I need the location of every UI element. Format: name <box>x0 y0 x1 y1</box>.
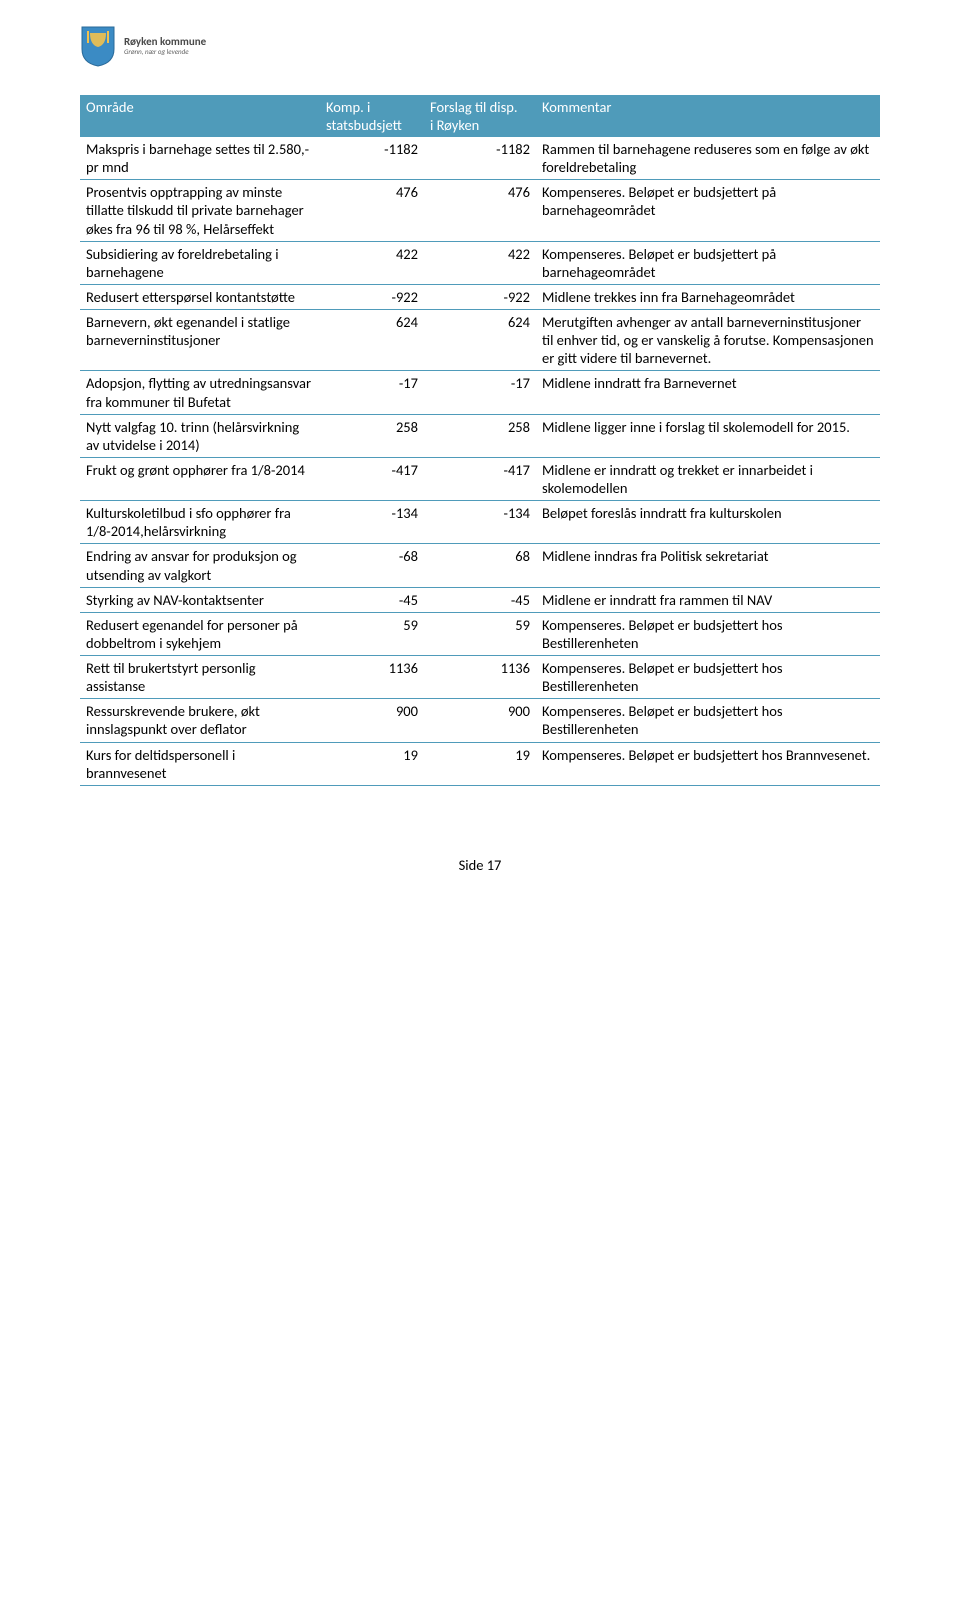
cell-forslag: 68 <box>424 544 536 587</box>
cell-area: Redusert etterspørsel kontantstøtte <box>80 284 320 309</box>
cell-forslag: -417 <box>424 457 536 500</box>
cell-area: Prosentvis opptrapping av minste tillatt… <box>80 180 320 241</box>
cell-comment: Kompenseres. Beløpet er budsjettert på b… <box>536 241 880 284</box>
table-row: Kurs for deltidspersonell i brannvesenet… <box>80 742 880 785</box>
table-row: Redusert egenandel for personer på dobbe… <box>80 612 880 655</box>
cell-comment: Rammen til barnehagene reduseres som en … <box>536 137 880 180</box>
cell-comment: Midlene trekkes inn fra Barnehageområdet <box>536 284 880 309</box>
table-row: Styrking av NAV-kontaktsenter-45-45Midle… <box>80 587 880 612</box>
page-footer: Side 17 <box>80 856 880 874</box>
cell-komp: -68 <box>320 544 424 587</box>
table-row: Makspris i barnehage settes til 2.580,- … <box>80 137 880 180</box>
col-header-komp-l1: Komp. i <box>326 98 370 116</box>
cell-area: Endring av ansvar for produksjon og utse… <box>80 544 320 587</box>
cell-comment: Beløpet foreslås inndratt fra kulturskol… <box>536 501 880 544</box>
cell-area: Kurs for deltidspersonell i brannvesenet <box>80 742 320 785</box>
table-row: Frukt og grønt opphører fra 1/8-2014-417… <box>80 457 880 500</box>
cell-forslag: 1136 <box>424 656 536 699</box>
cell-forslag: 624 <box>424 310 536 371</box>
col-header-forslag-l2: i Røyken <box>430 116 479 134</box>
cell-komp: 59 <box>320 612 424 655</box>
cell-komp: -1182 <box>320 137 424 180</box>
cell-komp: 258 <box>320 414 424 457</box>
cell-komp: 900 <box>320 699 424 742</box>
table-row: Rett til brukertstyrt personlig assistan… <box>80 656 880 699</box>
cell-komp: 624 <box>320 310 424 371</box>
cell-area: Adopsjon, flytting av utredningsansvar f… <box>80 371 320 414</box>
cell-forslag: 59 <box>424 612 536 655</box>
table-header-row: Område Komp. i statsbudsjett Forslag til… <box>80 95 880 137</box>
cell-area: Rett til brukertstyrt personlig assistan… <box>80 656 320 699</box>
cell-comment: Midlene ligger inne i forslag til skolem… <box>536 414 880 457</box>
cell-comment: Midlene er inndratt og trekket er innarb… <box>536 457 880 500</box>
table-row: Adopsjon, flytting av utredningsansvar f… <box>80 371 880 414</box>
page: Røyken kommune Grønn, nær og levende Omr… <box>0 0 960 914</box>
cell-comment: Midlene er inndratt fra rammen til NAV <box>536 587 880 612</box>
cell-komp: -922 <box>320 284 424 309</box>
cell-forslag: 476 <box>424 180 536 241</box>
cell-comment: Kompenseres. Beløpet er budsjettert på b… <box>536 180 880 241</box>
shield-icon <box>80 25 116 67</box>
cell-comment: Midlene inndratt fra Barnevernet <box>536 371 880 414</box>
cell-area: Styrking av NAV-kontaktsenter <box>80 587 320 612</box>
budget-table: Område Komp. i statsbudsjett Forslag til… <box>80 95 880 786</box>
cell-komp: -417 <box>320 457 424 500</box>
table-body: Makspris i barnehage settes til 2.580,- … <box>80 137 880 785</box>
cell-komp: -17 <box>320 371 424 414</box>
cell-comment: Kompenseres. Beløpet er budsjettert hos … <box>536 656 880 699</box>
cell-komp: 476 <box>320 180 424 241</box>
table-row: Ressurskrevende brukere, økt innslagspun… <box>80 699 880 742</box>
cell-area: Ressurskrevende brukere, økt innslagspun… <box>80 699 320 742</box>
col-header-komp-l2: statsbudsjett <box>326 116 402 134</box>
table-row: Endring av ansvar for produksjon og utse… <box>80 544 880 587</box>
cell-comment: Kompenseres. Beløpet er budsjettert hos … <box>536 699 880 742</box>
cell-komp: 1136 <box>320 656 424 699</box>
cell-area: Makspris i barnehage settes til 2.580,- … <box>80 137 320 180</box>
cell-forslag: -134 <box>424 501 536 544</box>
logo-subtitle: Grønn, nær og levende <box>124 48 206 56</box>
col-header-komp: Komp. i statsbudsjett <box>320 95 424 137</box>
cell-area: Kulturskoletilbud i sfo opphører fra 1/8… <box>80 501 320 544</box>
table-row: Prosentvis opptrapping av minste tillatt… <box>80 180 880 241</box>
cell-forslag: -17 <box>424 371 536 414</box>
table-row: Subsidiering av foreldrebetaling i barne… <box>80 241 880 284</box>
cell-forslag: 900 <box>424 699 536 742</box>
cell-area: Nytt valgfag 10. trinn (helårsvirkning a… <box>80 414 320 457</box>
cell-comment: Merutgiften avhenger av antall barnevern… <box>536 310 880 371</box>
cell-forslag: 422 <box>424 241 536 284</box>
cell-komp: 19 <box>320 742 424 785</box>
cell-forslag: 258 <box>424 414 536 457</box>
table-row: Barnevern, økt egenandel i statlige barn… <box>80 310 880 371</box>
cell-area: Barnevern, økt egenandel i statlige barn… <box>80 310 320 371</box>
cell-forslag: 19 <box>424 742 536 785</box>
table-row: Redusert etterspørsel kontantstøtte-922-… <box>80 284 880 309</box>
logo-area: Røyken kommune Grønn, nær og levende <box>80 25 880 67</box>
col-header-forslag-l1: Forslag til disp. <box>430 98 518 116</box>
cell-komp: -45 <box>320 587 424 612</box>
cell-comment: Kompenseres. Beløpet er budsjettert hos … <box>536 612 880 655</box>
cell-forslag: -45 <box>424 587 536 612</box>
col-header-area: Område <box>80 95 320 137</box>
cell-komp: 422 <box>320 241 424 284</box>
cell-area: Frukt og grønt opphører fra 1/8-2014 <box>80 457 320 500</box>
cell-area: Redusert egenandel for personer på dobbe… <box>80 612 320 655</box>
cell-comment: Kompenseres. Beløpet er budsjettert hos … <box>536 742 880 785</box>
col-header-comment: Kommentar <box>536 95 880 137</box>
table-row: Kulturskoletilbud i sfo opphører fra 1/8… <box>80 501 880 544</box>
col-header-forslag: Forslag til disp. i Røyken <box>424 95 536 137</box>
cell-area: Subsidiering av foreldrebetaling i barne… <box>80 241 320 284</box>
cell-comment: Midlene inndras fra Politisk sekretariat <box>536 544 880 587</box>
cell-forslag: -922 <box>424 284 536 309</box>
table-row: Nytt valgfag 10. trinn (helårsvirkning a… <box>80 414 880 457</box>
logo-text: Røyken kommune Grønn, nær og levende <box>124 36 206 56</box>
cell-forslag: -1182 <box>424 137 536 180</box>
cell-komp: -134 <box>320 501 424 544</box>
